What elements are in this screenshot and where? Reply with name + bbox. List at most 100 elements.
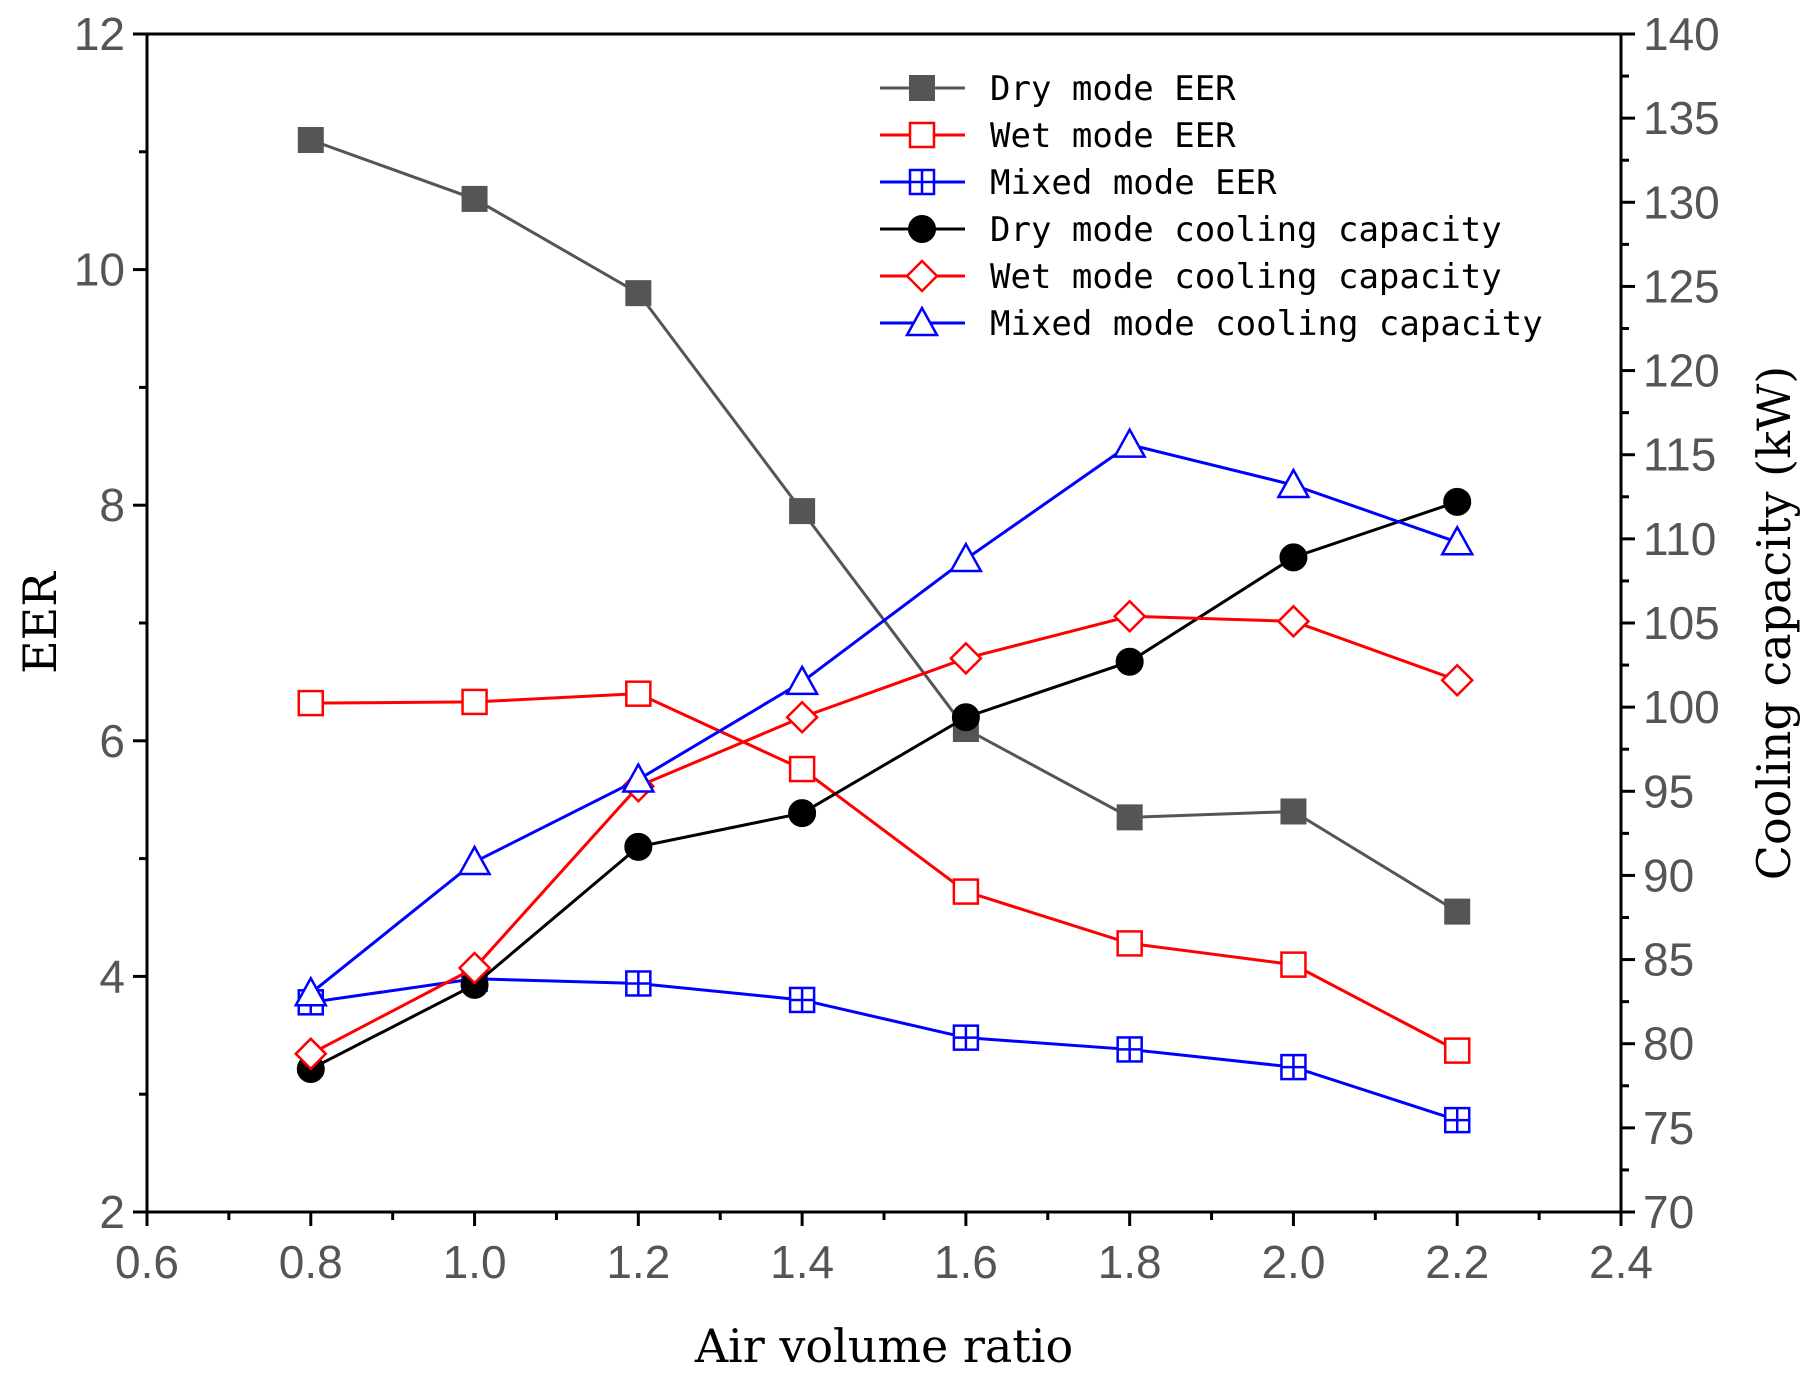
data-point xyxy=(1116,1036,1143,1063)
series-5 xyxy=(293,427,1475,1007)
data-point xyxy=(297,127,324,154)
data-point xyxy=(785,700,819,735)
y2-tick-label: 140 xyxy=(1643,8,1720,60)
data-point xyxy=(949,641,983,676)
legend-marker xyxy=(908,121,936,149)
legend-label: Dry mode cooling capacity xyxy=(990,210,1502,250)
y2-tick-label: 115 xyxy=(1643,429,1716,481)
y2-tick-label: 95 xyxy=(1643,765,1694,817)
y-tick-label: 2 xyxy=(99,1186,125,1238)
series-line xyxy=(310,500,1458,1071)
data-point xyxy=(1440,524,1475,556)
legend-entry-2: Mixed mode EER xyxy=(880,163,1277,203)
data-point xyxy=(1440,663,1474,697)
data-point xyxy=(948,541,984,573)
data-point xyxy=(624,832,653,861)
x-tick-label: 1.8 xyxy=(1098,1236,1162,1288)
series-3 xyxy=(296,487,1472,1083)
data-point xyxy=(1279,543,1308,572)
data-point xyxy=(457,951,492,985)
y-tick-label: 12 xyxy=(74,8,125,60)
x-axis-title: Air volume ratio xyxy=(694,1319,1073,1373)
x-tick-label: 2.4 xyxy=(1589,1236,1653,1288)
y2-tick-label: 70 xyxy=(1643,1186,1694,1238)
data-point xyxy=(788,986,816,1014)
data-point xyxy=(951,703,980,732)
legend-entry-3: Dry mode cooling capacity xyxy=(880,210,1502,250)
y2-tick-label: 80 xyxy=(1643,1018,1694,1070)
data-point xyxy=(788,755,816,783)
legend-marker xyxy=(908,215,936,243)
data-point xyxy=(1280,1053,1307,1081)
legend-label: Mixed mode EER xyxy=(990,163,1277,203)
y2-tick-label: 75 xyxy=(1643,1102,1694,1154)
data-point xyxy=(461,185,488,212)
series-line xyxy=(310,138,1459,913)
series-line xyxy=(310,977,1458,1122)
data-point xyxy=(1444,898,1471,925)
data-point xyxy=(789,498,816,525)
y2-tick-label: 105 xyxy=(1643,597,1720,649)
legend-marker xyxy=(904,305,940,337)
data-point xyxy=(461,688,488,716)
series-line xyxy=(310,614,1458,1056)
legend-label: Mixed mode cooling capacity xyxy=(990,304,1543,344)
y2-tick-label: 100 xyxy=(1643,681,1720,733)
legend-marker xyxy=(905,259,939,293)
data-point xyxy=(1443,487,1472,516)
data-point xyxy=(952,1024,980,1051)
data-point xyxy=(1115,647,1144,676)
data-point xyxy=(297,689,325,717)
data-point xyxy=(1276,604,1311,639)
x-tick-label: 0.8 xyxy=(279,1236,343,1288)
x-tick-label: 1.6 xyxy=(934,1236,998,1288)
legend-marker xyxy=(908,168,936,196)
series-line xyxy=(309,442,1458,995)
data-point xyxy=(1116,930,1143,957)
y2-tick-label: 110 xyxy=(1643,513,1716,565)
data-point xyxy=(625,680,652,707)
x-tick-label: 2.0 xyxy=(1261,1236,1325,1288)
series-line xyxy=(310,692,1458,1052)
data-point xyxy=(1276,467,1311,499)
y2-tick-label: 85 xyxy=(1643,934,1694,986)
legend-entry-5: Mixed mode cooling capacity xyxy=(880,304,1543,344)
data-point xyxy=(1280,798,1307,825)
data-point xyxy=(784,664,820,696)
y2-tick-label: 130 xyxy=(1643,176,1720,228)
legend-label: Wet mode cooling capacity xyxy=(990,257,1502,297)
legend-label: Wet mode EER xyxy=(990,116,1236,156)
legend-entry-1: Wet mode EER xyxy=(880,116,1236,156)
y-tick-label: 6 xyxy=(99,715,125,767)
data-point xyxy=(625,970,652,997)
data-point xyxy=(457,844,492,876)
data-point xyxy=(1112,599,1147,634)
legend-entry-4: Wet mode cooling capacity xyxy=(880,257,1502,297)
y-tick-label: 10 xyxy=(74,244,125,296)
x-tick-label: 1.0 xyxy=(443,1236,507,1288)
data-point xyxy=(1443,1037,1471,1064)
x-tick-label: 1.4 xyxy=(770,1236,834,1288)
data-point xyxy=(293,975,328,1007)
y2-tick-label: 135 xyxy=(1643,92,1720,144)
data-point xyxy=(788,799,817,828)
x-tick-label: 2.2 xyxy=(1425,1236,1489,1288)
x-tick-label: 0.6 xyxy=(115,1236,179,1288)
data-point xyxy=(1112,427,1147,458)
y2-axis-title: Cooling capacity (kW) xyxy=(1747,366,1801,880)
y2-tick-label: 90 xyxy=(1643,849,1694,901)
data-point xyxy=(625,280,652,307)
x-tick-label: 1.2 xyxy=(606,1236,670,1288)
y-tick-label: 4 xyxy=(99,950,125,1002)
data-point xyxy=(1443,1106,1471,1134)
data-point xyxy=(952,878,980,905)
y-tick-label: 8 xyxy=(99,479,125,531)
series-4 xyxy=(294,599,1474,1071)
data-point xyxy=(1116,804,1143,831)
legend-marker xyxy=(909,75,935,101)
series-1 xyxy=(297,680,1471,1064)
y2-tick-label: 120 xyxy=(1643,345,1720,397)
data-point xyxy=(1280,951,1307,978)
data-point xyxy=(294,1037,328,1071)
